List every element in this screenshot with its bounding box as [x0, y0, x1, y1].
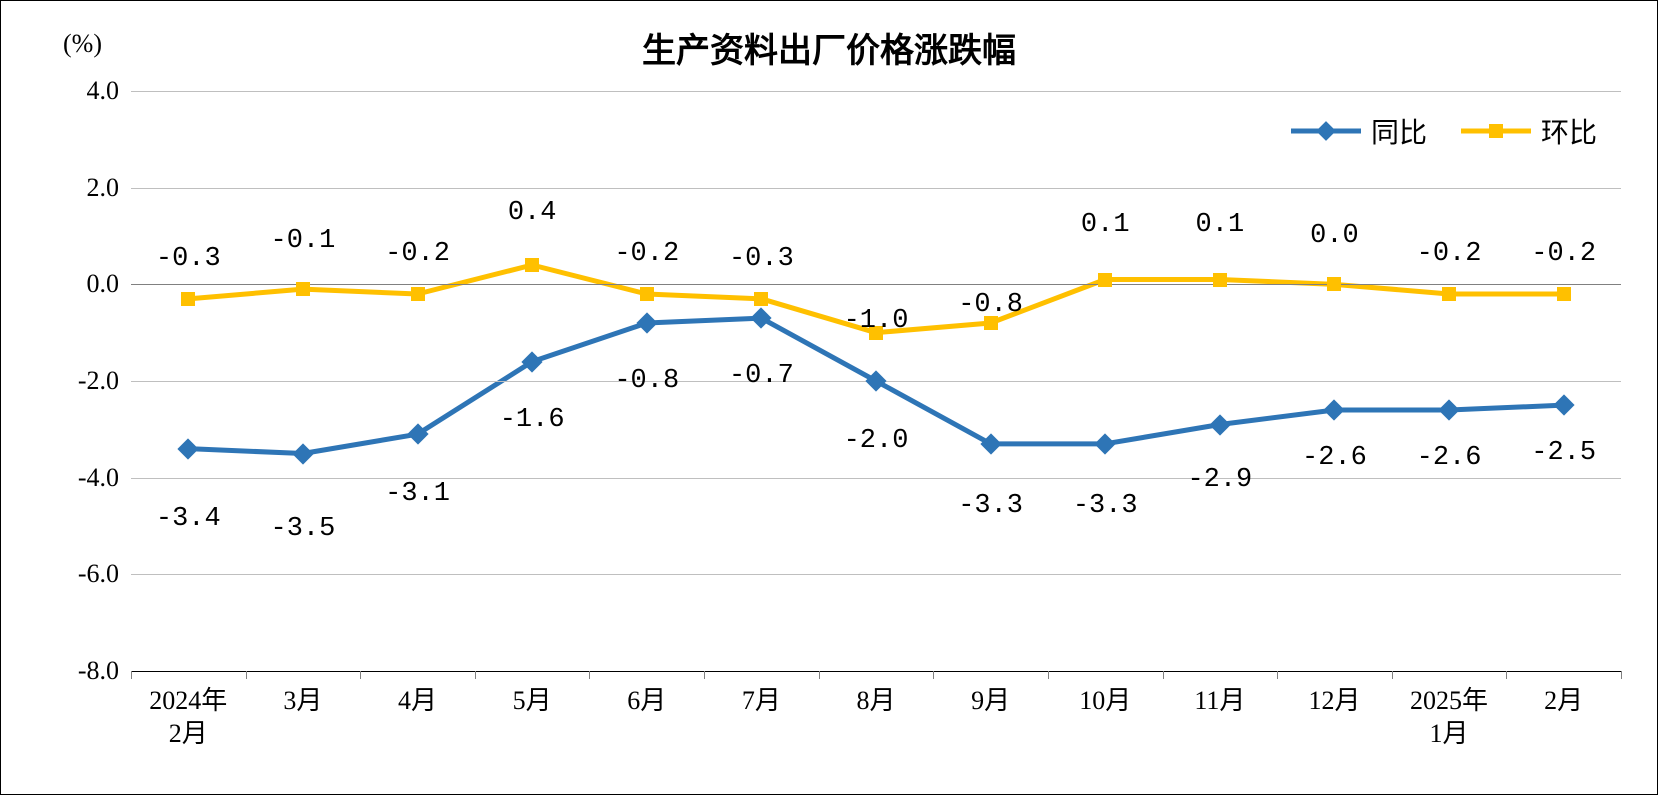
legend-label-1: 同比 — [1371, 111, 1427, 151]
x-axis-baseline — [131, 671, 1621, 672]
legend-label-2: 环比 — [1541, 111, 1597, 151]
chart-container: 生产资料出厂价格涨跌幅 (%) 4.0 2.0 0.0 -2.0 -4.0 -6.0 -8.… — [0, 0, 1658, 795]
data-label: -1.0 — [844, 306, 909, 336]
marker-square — [411, 287, 425, 301]
data-label: -2.9 — [1187, 465, 1252, 495]
x-tick-label: 2025年 1月 — [1410, 685, 1488, 750]
data-label: 0.0 — [1310, 221, 1359, 251]
data-label: -0.8 — [958, 290, 1023, 320]
data-label: 0.4 — [508, 198, 557, 228]
data-label: -0.2 — [614, 239, 679, 269]
data-label: -0.8 — [614, 366, 679, 396]
x-tick — [1048, 671, 1049, 679]
x-tick — [1163, 671, 1164, 679]
data-label: -2.6 — [1302, 443, 1367, 473]
marker-square — [296, 282, 310, 296]
data-label: -0.2 — [385, 239, 450, 269]
data-label: -2.5 — [1531, 438, 1596, 468]
marker-square — [640, 287, 654, 301]
y-axis-unit: (%) — [63, 29, 102, 59]
y-tick-label: 2.0 — [87, 173, 120, 203]
data-label: 0.1 — [1196, 210, 1245, 240]
x-tick-label: 6月 — [627, 685, 666, 718]
x-tick-label: 12月 — [1308, 685, 1360, 718]
y-tick-label: -8.0 — [78, 656, 119, 686]
marker-square — [754, 292, 768, 306]
chart-title: 生产资料出厂价格涨跌幅 — [1, 23, 1657, 72]
legend-item-2: 环比 — [1461, 111, 1597, 151]
x-tick-label: 11月 — [1194, 685, 1245, 718]
data-label: -0.7 — [729, 361, 794, 391]
data-label: -3.4 — [156, 504, 221, 534]
x-tick-label: 2024年 2月 — [149, 685, 227, 750]
x-tick — [819, 671, 820, 679]
data-label: 0.1 — [1081, 210, 1130, 240]
x-tick — [360, 671, 361, 679]
x-tick-label: 7月 — [742, 685, 781, 718]
y-tick-label: 0.0 — [87, 269, 120, 299]
x-tick-label: 3月 — [283, 685, 322, 718]
marker-square — [1442, 287, 1456, 301]
gridline — [131, 188, 1621, 189]
data-label: -0.3 — [729, 244, 794, 274]
x-tick — [475, 671, 476, 679]
legend: 同比 环比 — [1291, 111, 1597, 151]
data-label: -0.1 — [271, 226, 336, 256]
marker-square — [181, 292, 195, 306]
data-label: -0.2 — [1531, 239, 1596, 269]
x-tick — [589, 671, 590, 679]
data-label: -1.6 — [500, 405, 565, 435]
marker-square — [1213, 273, 1227, 287]
x-tick-label: 4月 — [398, 685, 437, 718]
y-tick-label: -2.0 — [78, 366, 119, 396]
x-tick — [1392, 671, 1393, 679]
y-tick-label: -6.0 — [78, 559, 119, 589]
x-tick — [1621, 671, 1622, 679]
plot-area: 4.02.00.0-2.0-4.0-6.0-8.02024年 2月3月4月5月6… — [131, 91, 1621, 671]
x-tick-label: 10月 — [1079, 685, 1131, 718]
x-tick — [131, 671, 132, 679]
x-tick-label: 9月 — [971, 685, 1010, 718]
data-label: -0.2 — [1417, 239, 1482, 269]
gridline — [131, 574, 1621, 575]
x-tick — [246, 671, 247, 679]
data-label: -2.0 — [844, 426, 909, 456]
marker-square — [1327, 277, 1341, 291]
legend-item-1: 同比 — [1291, 111, 1427, 151]
x-tick — [1277, 671, 1278, 679]
x-tick — [1506, 671, 1507, 679]
x-tick-label: 8月 — [856, 685, 895, 718]
legend-swatch-1 — [1291, 123, 1361, 139]
marker-square — [525, 258, 539, 272]
data-label: -2.6 — [1417, 443, 1482, 473]
x-tick-label: 2月 — [1544, 685, 1583, 718]
data-label: -3.1 — [385, 479, 450, 509]
marker-square — [1557, 287, 1571, 301]
legend-swatch-2 — [1461, 123, 1531, 139]
gridline — [131, 284, 1621, 285]
data-label: -3.5 — [271, 514, 336, 544]
y-tick-label: 4.0 — [87, 76, 120, 106]
marker-square — [1098, 273, 1112, 287]
gridline — [131, 478, 1621, 479]
y-tick-label: -4.0 — [78, 463, 119, 493]
gridline — [131, 91, 1621, 92]
x-tick-label: 5月 — [513, 685, 552, 718]
x-tick — [704, 671, 705, 679]
data-label: -3.3 — [958, 491, 1023, 521]
data-label: -0.3 — [156, 244, 221, 274]
data-label: -3.3 — [1073, 491, 1138, 521]
x-tick — [933, 671, 934, 679]
